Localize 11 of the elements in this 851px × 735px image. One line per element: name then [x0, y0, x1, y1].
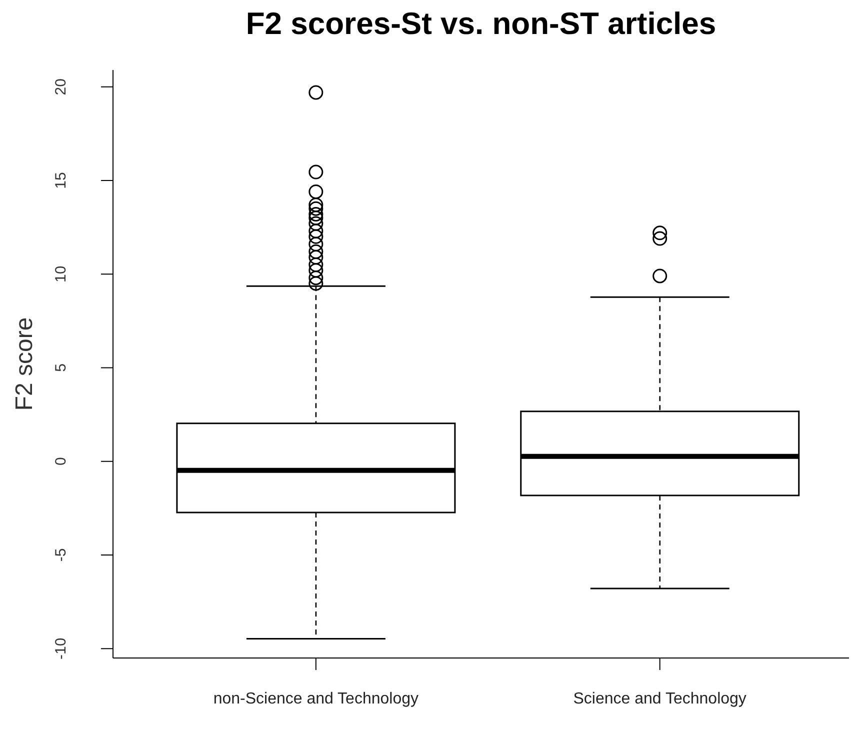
y-axis-title: F2 score	[11, 317, 39, 411]
x-tick-label: Science and Technology	[573, 690, 746, 708]
x-tick-label: non-Science and Technology	[213, 690, 419, 708]
y-tick-label: 5	[52, 364, 70, 372]
y-tick-label: 15	[52, 172, 70, 189]
y-tick-label: 20	[52, 78, 70, 96]
y-tick-label: -5	[52, 548, 70, 562]
y-tick-label: -10	[52, 638, 70, 660]
y-tick-label: 0	[52, 457, 70, 466]
y-tick-label: 10	[52, 266, 70, 282]
chart-title: F2 scores-St vs. non-ST articles	[244, 6, 718, 42]
